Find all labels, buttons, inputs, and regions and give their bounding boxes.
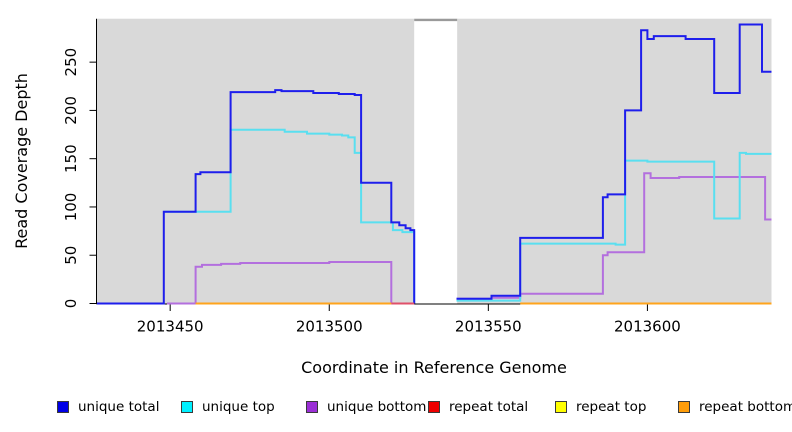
series-lines-layer xyxy=(97,23,772,305)
x-axis-title: Coordinate in Reference Genome xyxy=(301,358,567,377)
x-tick-label: 2013550 xyxy=(455,318,522,336)
legend-swatch-icon xyxy=(428,401,440,413)
legend-swatch-icon xyxy=(306,401,318,413)
axes-layer: 2013450 2013500 2013550 2013600 0 50 100 150 200… xyxy=(62,18,772,336)
legend-item-unique-total: unique total xyxy=(57,400,159,414)
x-tick-label: 2013450 xyxy=(137,318,204,336)
x-tick-label: 2013500 xyxy=(296,318,363,336)
legend-item-repeat-total: repeat total xyxy=(428,400,528,414)
y-tick-label: 250 xyxy=(62,48,80,77)
legend-item-label: unique total xyxy=(78,399,160,415)
series-line-unique-total xyxy=(456,23,772,300)
series-line-unique-top xyxy=(456,151,772,302)
legend-swatch-icon xyxy=(555,401,567,413)
y-tick-label: 100 xyxy=(62,193,80,222)
y-tick-label: 150 xyxy=(62,144,80,173)
x-tick-label: 2013600 xyxy=(614,318,681,336)
legend-item-repeat-bottom: repeat bottom xyxy=(678,400,792,414)
legend-swatch-icon xyxy=(57,401,69,413)
y-axis-title: Read Coverage Depth xyxy=(12,73,31,249)
legend-item-label: unique bottom xyxy=(327,399,427,415)
legend: unique total unique top unique bottom re… xyxy=(0,400,792,418)
series-line-unique-top xyxy=(163,128,416,304)
y-tick-label: 0 xyxy=(62,299,80,309)
series-line-unique-bottom xyxy=(167,261,415,305)
y-tick-label: 50 xyxy=(62,246,80,265)
legend-item-label: repeat bottom xyxy=(699,399,792,415)
legend-item-unique-bottom: unique bottom xyxy=(306,400,426,414)
legend-swatch-icon xyxy=(181,401,193,413)
legend-item-label: repeat top xyxy=(576,399,647,415)
legend-item-label: repeat total xyxy=(449,399,529,415)
legend-swatch-icon xyxy=(678,401,690,413)
legend-item-unique-top: unique top xyxy=(181,400,275,414)
legend-item-label: unique top xyxy=(202,399,275,415)
y-tick-label: 200 xyxy=(62,96,80,125)
series-line-unique-bottom xyxy=(456,172,772,300)
no-data-gap xyxy=(414,18,458,304)
series-line-unique-total xyxy=(97,89,416,305)
legend-item-repeat-top: repeat top xyxy=(555,400,646,414)
